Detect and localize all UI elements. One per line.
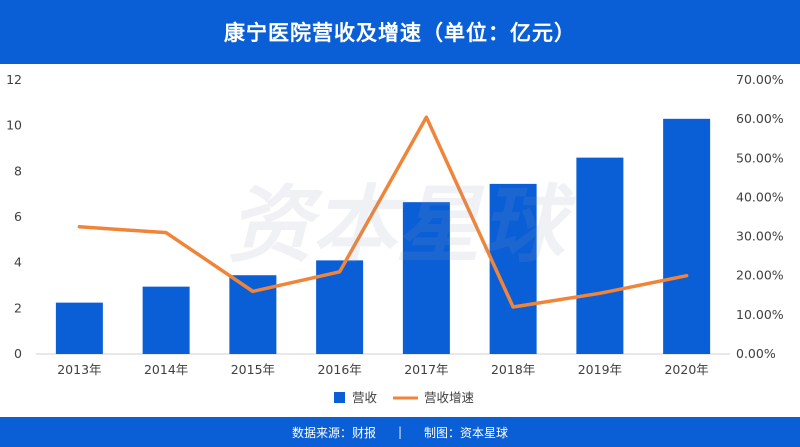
y-left-tick-label: 2 (14, 300, 22, 315)
x-tick-label: 2017年 (404, 362, 448, 377)
y-right-tick-label: 70.00% (736, 72, 784, 87)
legend-swatch-bar (334, 392, 345, 403)
chart-title: 康宁医院营收及增速（单位：亿元） (224, 21, 576, 45)
x-tick-label: 2013年 (57, 362, 101, 377)
x-tick-label: 2016年 (317, 362, 361, 377)
bar (142, 286, 190, 354)
y-right-tick-label: 20.00% (736, 268, 784, 283)
footer-source: 数据来源：财报 (291, 425, 376, 440)
y-right-tick-label: 60.00% (736, 111, 784, 126)
footer: 数据来源：财报 | 制图：资本星球 (0, 417, 800, 447)
chart-area: 0 2 4 6 8 10 12 0.00% 10.00% 20.00% 30.00% 40.00% 50… (0, 64, 800, 417)
growth-line (77, 115, 689, 309)
y-right-tick-label: 40.00% (736, 189, 784, 204)
bar (55, 302, 103, 354)
y-left-tick-label: 4 (14, 255, 22, 270)
y-left-tick-label: 8 (14, 163, 22, 178)
x-tick-label: 2015年 (231, 362, 275, 377)
y-left-tick-label: 12 (6, 72, 22, 87)
bar (402, 202, 450, 354)
combo-chart: 0 2 4 6 8 10 12 0.00% 10.00% 20.00% 30.00% 40.00% 50… (6, 72, 784, 405)
y-left-tick-label: 6 (14, 209, 22, 224)
y-right-tick-label: 30.00% (736, 229, 784, 244)
legend-label-bar: 营收 (352, 390, 378, 405)
y-right-tick-label: 50.00% (736, 150, 784, 165)
y-left-tick-label: 10 (6, 118, 22, 133)
bar (576, 157, 624, 354)
legend-label-line: 营收增速 (424, 390, 475, 405)
x-tick-label: 2014年 (144, 362, 188, 377)
y-right-tick-label: 0.00% (736, 346, 776, 361)
y-left-tick-label: 0 (14, 346, 22, 361)
x-tick-label: 2018年 (491, 362, 535, 377)
y-right-tick-label: 10.00% (736, 307, 784, 322)
footer-separator: | (397, 425, 403, 439)
x-tick-label: 2019年 (578, 362, 622, 377)
footer-credit: 制图：资本星球 (424, 425, 509, 440)
x-tick-label: 2020年 (664, 362, 708, 377)
chart-title-bar: 康宁医院营收及增速（单位：亿元） (0, 0, 800, 64)
bar (663, 118, 711, 354)
